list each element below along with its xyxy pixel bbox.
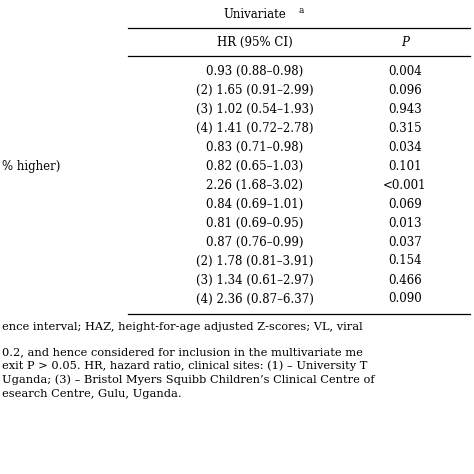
Text: a: a	[298, 6, 304, 15]
Text: 0.069: 0.069	[388, 198, 422, 210]
Text: 0.315: 0.315	[388, 121, 422, 135]
Text: P: P	[401, 36, 409, 48]
Text: 0.004: 0.004	[388, 64, 422, 78]
Text: 0.096: 0.096	[388, 83, 422, 97]
Text: 0.943: 0.943	[388, 102, 422, 116]
Text: 0.82 (0.65–1.03): 0.82 (0.65–1.03)	[206, 159, 304, 173]
Text: (3) 1.34 (0.61–2.97): (3) 1.34 (0.61–2.97)	[196, 273, 314, 286]
Text: 0.81 (0.69–0.95): 0.81 (0.69–0.95)	[206, 217, 304, 229]
Text: 0.037: 0.037	[388, 236, 422, 248]
Text: 0.2, and hence considered for inclusion in the multivariate me: 0.2, and hence considered for inclusion …	[2, 347, 363, 357]
Text: 0.83 (0.71–0.98): 0.83 (0.71–0.98)	[206, 140, 304, 154]
Text: (2) 1.78 (0.81–3.91): (2) 1.78 (0.81–3.91)	[196, 255, 314, 267]
Text: 0.87 (0.76–0.99): 0.87 (0.76–0.99)	[206, 236, 304, 248]
Text: 0.090: 0.090	[388, 292, 422, 306]
Text: (4) 1.41 (0.72–2.78): (4) 1.41 (0.72–2.78)	[196, 121, 314, 135]
Text: 2.26 (1.68–3.02): 2.26 (1.68–3.02)	[207, 179, 303, 191]
Text: 0.034: 0.034	[388, 140, 422, 154]
Text: (2) 1.65 (0.91–2.99): (2) 1.65 (0.91–2.99)	[196, 83, 314, 97]
Text: % higher): % higher)	[2, 159, 60, 173]
Text: 0.84 (0.69–1.01): 0.84 (0.69–1.01)	[206, 198, 304, 210]
Text: Uganda; (3) – Bristol Myers Squibb Children’s Clinical Centre of: Uganda; (3) – Bristol Myers Squibb Child…	[2, 375, 374, 385]
Text: 0.013: 0.013	[388, 217, 422, 229]
Text: 0.466: 0.466	[388, 273, 422, 286]
Text: 0.101: 0.101	[388, 159, 422, 173]
Text: esearch Centre, Gulu, Uganda.: esearch Centre, Gulu, Uganda.	[2, 389, 182, 399]
Text: ence interval; HAZ, height-for-age adjusted Z-scores; VL, viral: ence interval; HAZ, height-for-age adjus…	[2, 322, 363, 332]
Text: exit P > 0.05. HR, hazard ratio, clinical sites: (1) – University T: exit P > 0.05. HR, hazard ratio, clinica…	[2, 361, 367, 371]
Text: 0.93 (0.88–0.98): 0.93 (0.88–0.98)	[206, 64, 304, 78]
Text: HR (95% CI): HR (95% CI)	[217, 36, 293, 48]
Text: 0.154: 0.154	[388, 255, 422, 267]
Text: <0.001: <0.001	[383, 179, 427, 191]
Text: (4) 2.36 (0.87–6.37): (4) 2.36 (0.87–6.37)	[196, 292, 314, 306]
Text: Univariate: Univariate	[224, 8, 286, 20]
Text: (3) 1.02 (0.54–1.93): (3) 1.02 (0.54–1.93)	[196, 102, 314, 116]
